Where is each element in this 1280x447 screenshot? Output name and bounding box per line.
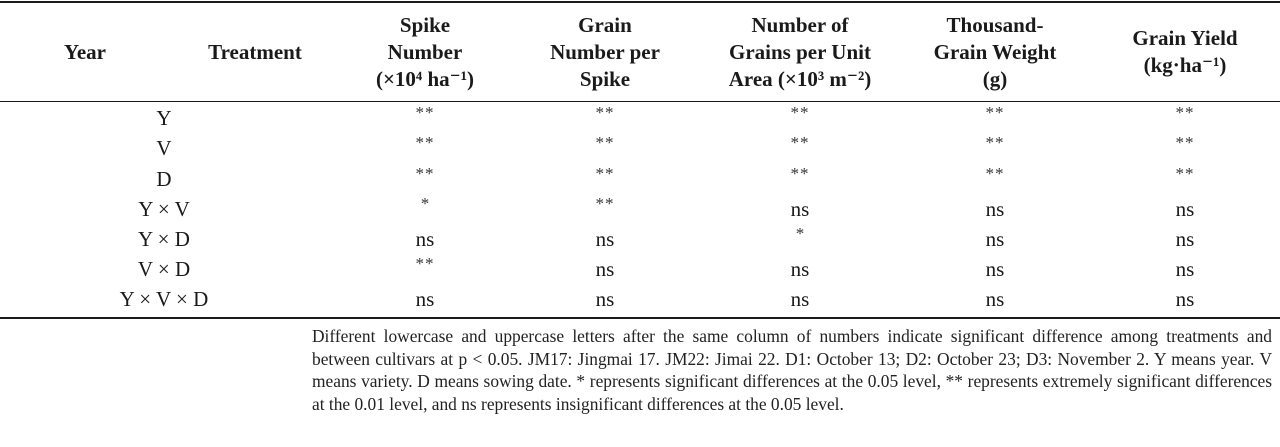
table-row: V × D ** ns ns ns ns [0,254,1280,284]
value-cell: ** [595,164,615,183]
value-cell: ns [790,287,810,311]
header-treatment: Treatment [208,39,302,64]
header-grain-yield: Grain Yield (kg·ha⁻¹) [1132,26,1238,77]
header-year: Year [64,39,106,64]
header-grains-per-unit-area: Number of Grains per Unit Area (×10³ m⁻²… [728,12,872,91]
factor-cell: V × D [137,257,191,281]
factor-cell: Y × D [138,227,190,251]
table-top-rule [0,1,1280,3]
header-grain-number-per-spike: Grain Number per Spike [550,12,660,91]
table-row: D ** ** ** ** ** [0,164,1280,194]
header-thousand-grain-weight: Thousand- Grain Weight (g) [933,12,1057,91]
value-cell: ** [1175,103,1195,122]
table-row: V ** ** ** ** ** [0,133,1280,163]
value-cell: ** [415,133,435,152]
header-spike-number: Spike Number (×10⁴ ha⁻¹) [375,12,475,91]
value-cell: ns [790,257,810,281]
value-cell: ** [985,103,1005,122]
value-cell: ns [415,287,435,311]
value-cell: ** [595,133,615,152]
table-bottom-rule [0,317,1280,319]
table-header-rule [0,101,1280,102]
table-row: Y ** ** ** ** ** [0,103,1280,133]
value-cell: ** [790,103,810,122]
value-cell: ns [415,227,435,251]
value-cell: ns [985,257,1005,281]
value-cell: * [420,194,430,213]
factor-cell: D [156,167,172,191]
value-cell: ** [985,133,1005,152]
value-cell: ns [595,287,615,311]
factor-cell: Y [156,106,172,130]
value-cell: ** [1175,133,1195,152]
value-cell: ** [415,254,435,273]
value-cell: ** [415,103,435,122]
table-row: Y × D ns ns * ns ns [0,224,1280,254]
factor-cell: Y × V [138,197,190,221]
value-cell: ns [790,197,810,221]
value-cell: ns [985,197,1005,221]
footnote-text: Different lowercase and uppercase letter… [312,326,1272,414]
table-row: Y × V * ** ns ns ns [0,194,1280,224]
factor-cell: Y × V × D [119,287,209,311]
value-cell: ns [985,227,1005,251]
value-cell: ** [790,133,810,152]
value-cell: * [795,224,805,243]
value-cell: ** [415,164,435,183]
value-cell: ns [595,257,615,281]
table-row: Y × V × D ns ns ns ns ns [0,284,1280,314]
value-cell: ** [790,164,810,183]
value-cell: ns [1175,287,1195,311]
value-cell: ns [1175,197,1195,221]
table-footnote: Different lowercase and uppercase letter… [312,325,1272,415]
value-cell: ** [985,164,1005,183]
value-cell: ns [1175,227,1195,251]
value-cell: ns [595,227,615,251]
value-cell: ** [595,103,615,122]
factor-cell: V [156,136,172,160]
value-cell: ** [595,194,615,213]
value-cell: ** [1175,164,1195,183]
value-cell: ns [1175,257,1195,281]
value-cell: ns [985,287,1005,311]
